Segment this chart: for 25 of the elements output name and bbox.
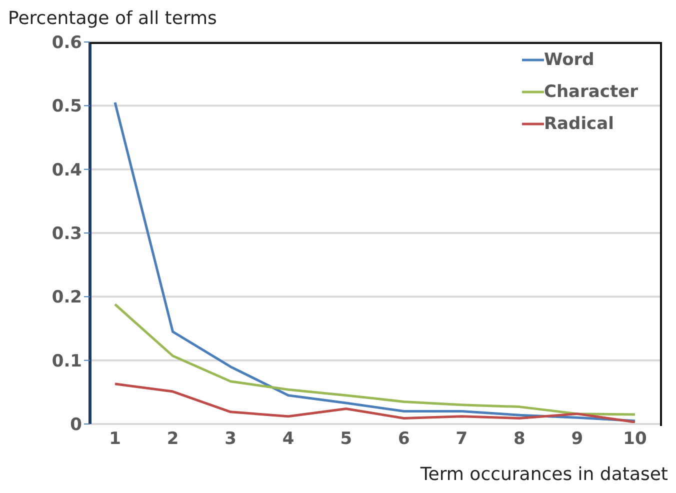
x-tick-label: 6 [398, 429, 410, 450]
x-tick-label: 9 [571, 429, 584, 450]
y-tick-label: 0.6 [52, 33, 82, 54]
y-axis-title: Percentage of all terms [8, 8, 217, 29]
x-tick-label: 8 [514, 429, 526, 450]
y-tick-label: 0 [70, 415, 82, 436]
x-tick-label: 10 [623, 429, 647, 450]
legend-label: Word [544, 49, 594, 72]
line-series [114, 303, 636, 416]
x-axis-title: Term occurances in dataset [420, 464, 668, 485]
x-tick-label: 1 [109, 429, 121, 450]
y-tick-label: 0.1 [52, 351, 82, 372]
x-tick-label: 4 [282, 429, 294, 450]
y-tick-label: 0.2 [52, 288, 82, 308]
y-tick-label: 0.3 [52, 224, 82, 244]
legend-label: Character [544, 81, 638, 104]
x-tick-label: 5 [340, 429, 352, 450]
x-tick-label: 7 [456, 429, 468, 450]
x-tick-label: 2 [166, 429, 179, 450]
y-tick-label: 0.4 [52, 160, 82, 180]
x-tick-label: 3 [224, 429, 236, 450]
legend-label: Radical [544, 113, 614, 136]
line-series [114, 382, 636, 424]
y-tick-label: 0.5 [52, 96, 82, 117]
line-series [114, 101, 636, 422]
